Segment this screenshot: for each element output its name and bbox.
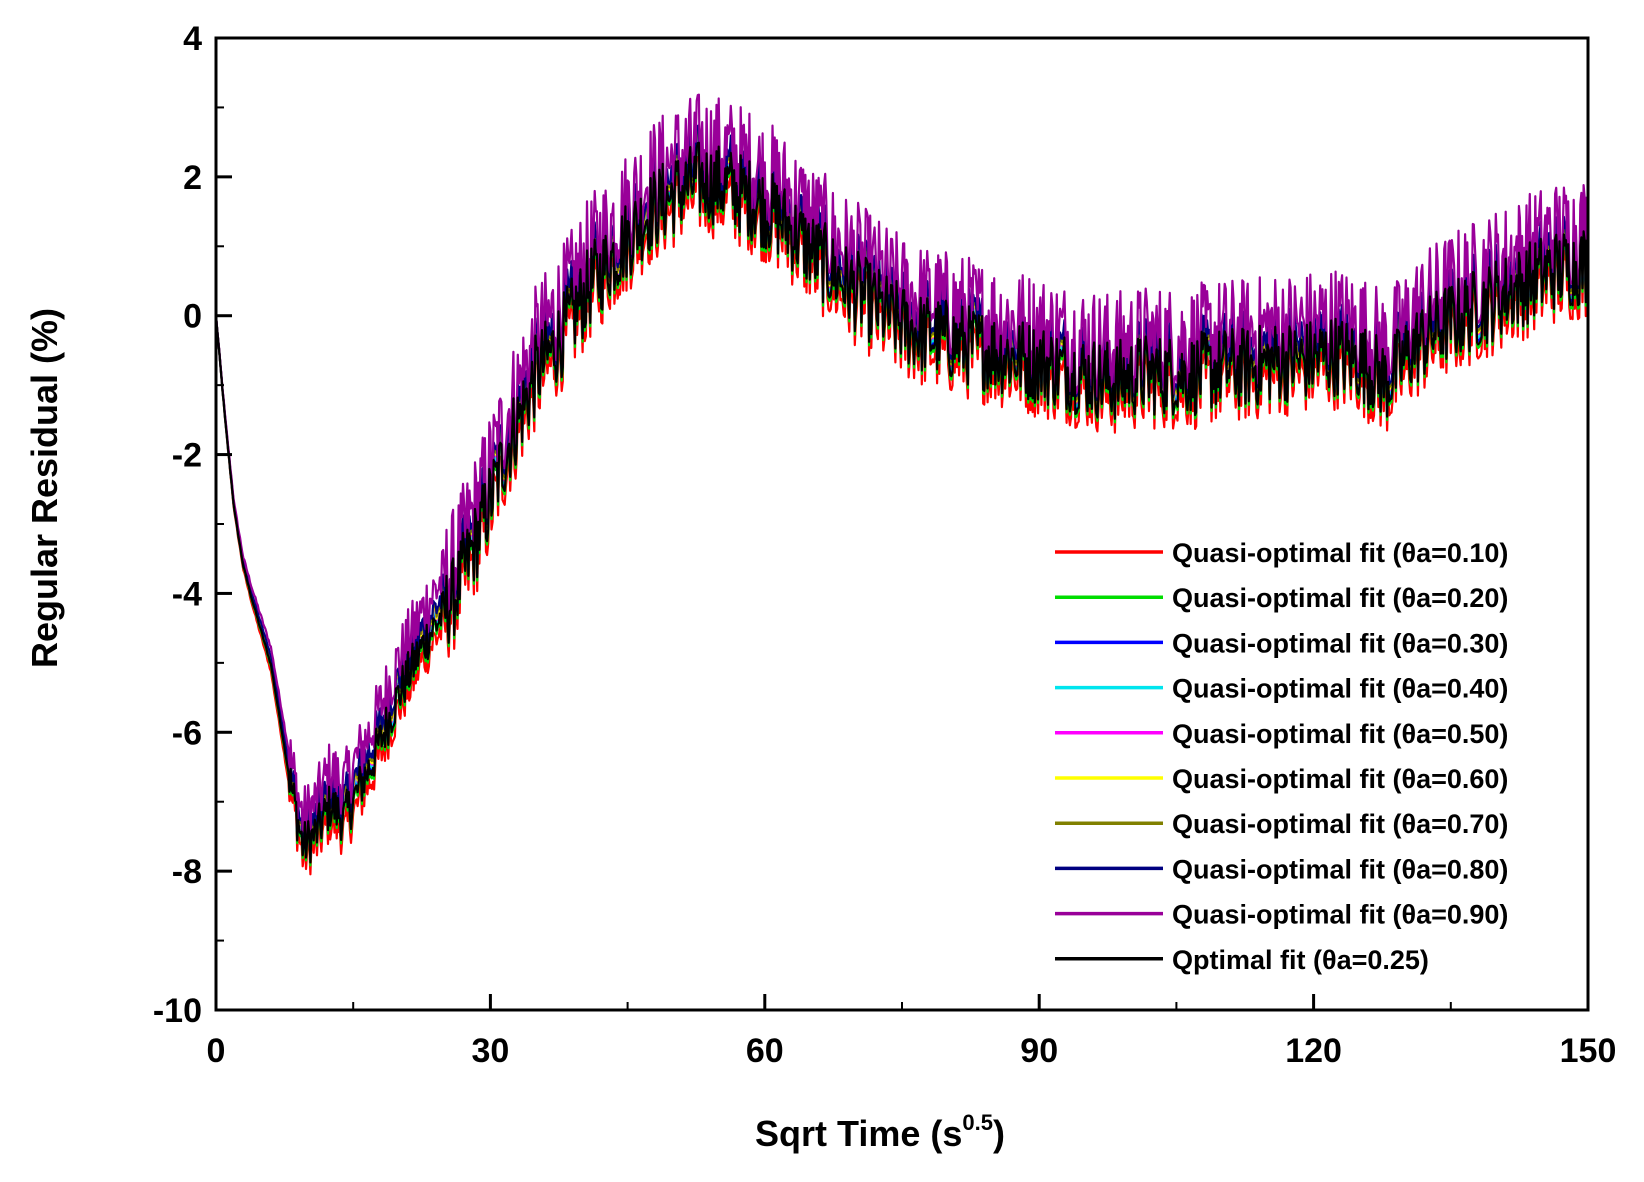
legend-label: Quasi-optimal fit (θa=0.70) xyxy=(1172,809,1508,839)
y-tick-label: 0 xyxy=(183,298,202,336)
legend-label: Quasi-optimal fit (θa=0.30) xyxy=(1172,628,1508,658)
legend-label: Quasi-optimal fit (θa=0.20) xyxy=(1172,583,1508,613)
x-tick-label: 120 xyxy=(1285,1032,1342,1070)
y-tick-label: -10 xyxy=(153,992,202,1030)
series-layer xyxy=(214,93,1588,876)
legend-label: Quasi-optimal fit (θa=0.10) xyxy=(1172,538,1508,568)
y-tick-label: -8 xyxy=(172,853,202,891)
y-tick-label: -4 xyxy=(172,575,202,613)
y-axis-title: Regular Residual (%) xyxy=(24,308,65,668)
legend-label: Quasi-optimal fit (θa=0.90) xyxy=(1172,900,1508,930)
y-tick-label: 4 xyxy=(183,20,202,58)
legend-label: Quasi-optimal fit (θa=0.40) xyxy=(1172,674,1508,704)
x-tick-label: 90 xyxy=(1020,1032,1058,1070)
x-tick-label: 0 xyxy=(207,1032,226,1070)
x-axis-title: Sqrt Time (s0.5) xyxy=(755,1110,1005,1154)
x-tick-label: 60 xyxy=(746,1032,784,1070)
x-tick-label: 30 xyxy=(471,1032,509,1070)
legend-label: Quasi-optimal fit (θa=0.50) xyxy=(1172,719,1508,749)
x-tick-label: 150 xyxy=(1560,1032,1617,1070)
y-tick-label: 2 xyxy=(183,159,202,197)
y-tick-label: -6 xyxy=(172,714,202,752)
series-line-2 xyxy=(214,138,1588,861)
legend-label: Quasi-optimal fit (θa=0.60) xyxy=(1172,764,1508,794)
y-tick-label: -2 xyxy=(172,437,202,475)
ticks-layer xyxy=(214,36,1590,1012)
legend-label: Qptimal fit (θa=0.25) xyxy=(1172,945,1429,975)
series-line-1 xyxy=(214,145,1588,867)
series-line-8 xyxy=(214,93,1588,842)
legend-label: Quasi-optimal fit (θa=0.80) xyxy=(1172,854,1508,884)
series-line-9 xyxy=(214,141,1588,864)
tick-labels-layer: 0 30 60 90 120 150 -10 -8 -6 -4 -2 0 2 4 xyxy=(153,20,1617,1070)
legend: Quasi-optimal fit (θa=0.10) Quasi-optimal… xyxy=(1055,538,1508,975)
